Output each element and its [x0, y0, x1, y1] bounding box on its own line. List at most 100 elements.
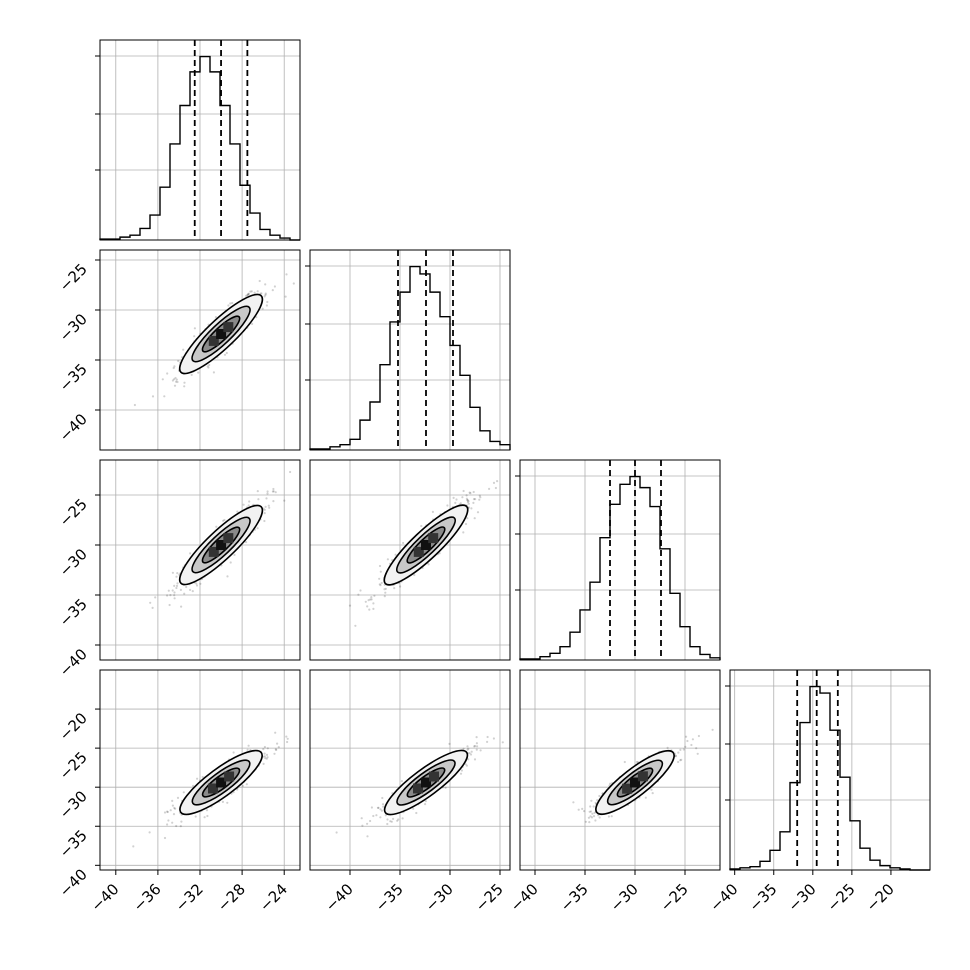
scatter-point	[174, 807, 177, 810]
scatter-point	[197, 371, 200, 374]
scatter-point	[494, 486, 497, 490]
scatter-point	[379, 570, 382, 573]
scatter-point	[394, 553, 397, 556]
scatter-point	[195, 584, 199, 587]
scatter-point	[589, 810, 593, 813]
scatter-point	[174, 376, 177, 380]
scatter-point	[245, 294, 248, 297]
scatter-point	[460, 769, 463, 772]
scatter-point	[466, 748, 469, 751]
density-core-3-1-0	[413, 783, 423, 794]
scatter-point	[215, 525, 218, 528]
scatter-point	[289, 470, 292, 474]
y-tick-label-1-3: −40	[56, 410, 91, 445]
scatter-point	[272, 500, 275, 503]
scatter-point	[176, 572, 179, 575]
scatter-point	[283, 499, 286, 502]
scatter-point	[263, 519, 266, 523]
scatter-point	[256, 490, 259, 493]
scatter-point	[256, 290, 259, 293]
x-tick-label-0-1: −36	[130, 880, 165, 915]
scatter-point	[267, 504, 270, 507]
scatter-point	[372, 607, 375, 611]
scatter-point	[179, 588, 182, 592]
scatter-point	[464, 522, 468, 526]
panel-frame-3-1	[309, 669, 511, 871]
scatter-point	[686, 739, 689, 743]
scatter-point	[594, 819, 597, 822]
scatter-point	[380, 581, 383, 585]
scatter-point	[596, 799, 599, 802]
scatter-point	[166, 823, 169, 826]
x-tick-label-0-3: −28	[214, 880, 249, 915]
scatter-point	[393, 587, 396, 590]
panel-frame-2-1	[309, 459, 511, 661]
x-tick-label-2-1: −35	[557, 880, 592, 915]
scatter-point	[264, 293, 267, 296]
density-core-3-2-2	[637, 771, 648, 782]
pair-panel-2-1	[309, 459, 511, 661]
scatter-point	[473, 758, 477, 761]
scatter-point	[263, 745, 266, 749]
scatter-point	[266, 490, 269, 493]
scatter-point	[474, 744, 477, 748]
scatter-point	[691, 738, 695, 741]
x-tick-label-3-3: −25	[824, 880, 859, 915]
scatter-point	[366, 822, 369, 825]
scatter-point	[223, 353, 227, 356]
scatter-point	[623, 760, 626, 764]
scatter-point	[274, 748, 277, 751]
scatter-point	[241, 784, 244, 788]
scatter-point	[413, 573, 416, 577]
pair-panel-3-2	[519, 669, 721, 871]
pair-content-3-0	[132, 731, 289, 848]
pair-content-2-0	[149, 470, 292, 610]
scatter-point	[682, 748, 685, 751]
scatter-point	[399, 585, 402, 588]
scatter-point	[466, 517, 469, 520]
pair-content-2-1	[348, 480, 499, 627]
scatter-point	[199, 582, 202, 585]
scatter-point	[223, 518, 226, 522]
scatter-point	[469, 753, 473, 756]
density-core-3-0-2	[224, 771, 235, 782]
pair-panel-1-0	[99, 249, 301, 451]
scatter-point	[469, 492, 472, 495]
scatter-point	[584, 820, 588, 823]
scatter-point	[389, 820, 392, 823]
scatter-point	[167, 819, 170, 822]
scatter-point	[194, 815, 197, 818]
scatter-point	[247, 504, 250, 507]
y-tick-label-3-4: −40	[56, 865, 91, 900]
scatter-point	[478, 498, 481, 501]
scatter-point	[177, 359, 180, 363]
scatter-point	[476, 511, 480, 514]
scatter-point	[247, 292, 250, 295]
marginal-panel-0	[95, 39, 301, 241]
scatter-point	[427, 563, 430, 566]
scatter-point	[175, 575, 178, 578]
scatter-point	[172, 366, 175, 370]
scatter-point	[166, 372, 169, 375]
scatter-point	[214, 316, 217, 319]
scatter-point	[161, 378, 164, 381]
scatter-point	[263, 508, 266, 511]
y-tick-label-2-1: −30	[56, 545, 91, 580]
scatter-point	[361, 824, 364, 827]
panel-frame-0-0	[99, 39, 301, 241]
scatter-point	[246, 293, 249, 296]
scatter-point	[379, 808, 382, 811]
scatter-point	[260, 292, 263, 295]
scatter-point	[373, 594, 376, 597]
scatter-point	[222, 519, 225, 522]
x-tick-label-2-2: −30	[607, 880, 642, 915]
density-core-2-1-1	[421, 540, 431, 550]
scatter-point	[268, 506, 271, 509]
scatter-point	[378, 577, 381, 580]
y-tick-label-1-2: −35	[56, 360, 91, 395]
scatter-point	[266, 300, 269, 304]
scatter-point	[369, 598, 372, 601]
scatter-point	[180, 820, 183, 823]
scatter-point	[685, 735, 688, 738]
scatter-point	[264, 283, 267, 286]
